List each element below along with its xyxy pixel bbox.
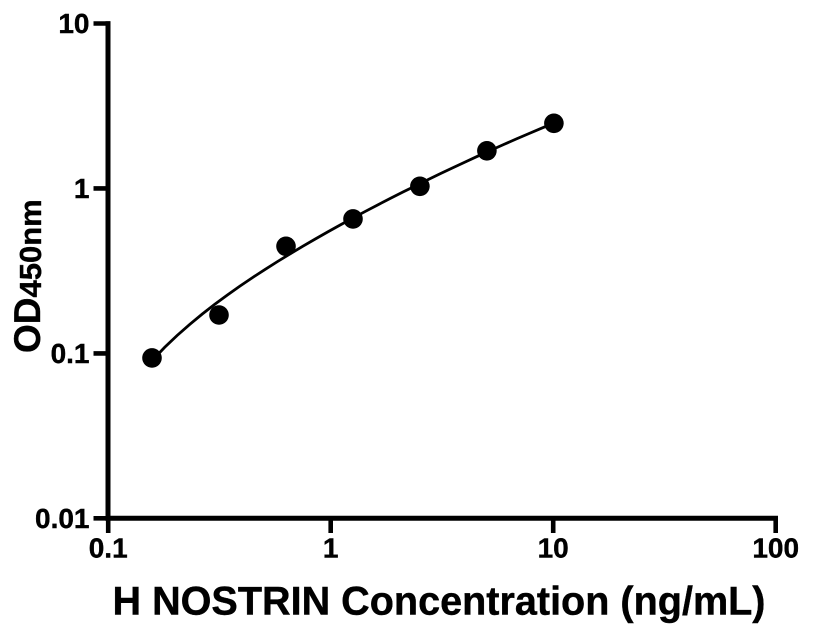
svg-text:10: 10 <box>538 533 569 564</box>
svg-text:0.1: 0.1 <box>89 533 128 564</box>
svg-text:10: 10 <box>58 8 89 39</box>
svg-text:100: 100 <box>752 533 799 564</box>
svg-text:1: 1 <box>74 173 90 204</box>
svg-text:H NOSTRIN Concentration (ng/mL: H NOSTRIN Concentration (ng/mL) <box>112 580 765 624</box>
svg-text:0.01: 0.01 <box>35 503 90 534</box>
svg-text:0.1: 0.1 <box>51 338 90 369</box>
svg-text:1: 1 <box>323 533 339 564</box>
svg-text:OD450nm: OD450nm <box>7 199 48 353</box>
